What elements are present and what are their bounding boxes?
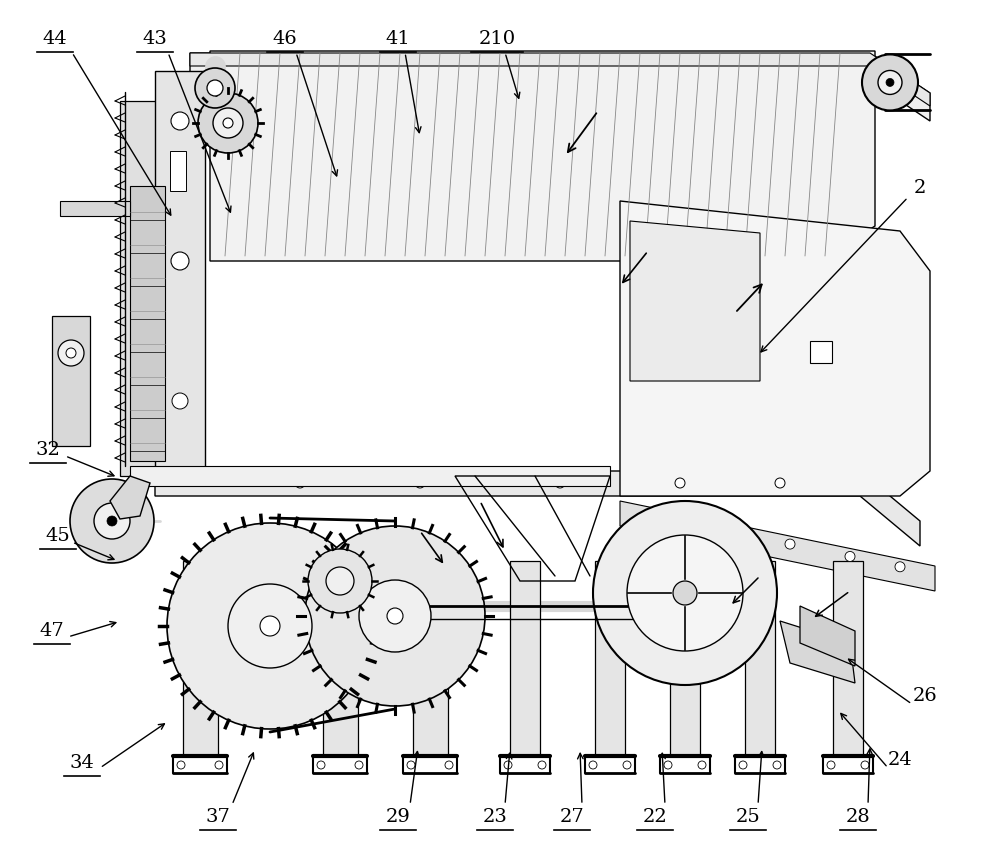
Circle shape bbox=[775, 479, 785, 488]
Text: 46: 46 bbox=[273, 30, 297, 47]
Circle shape bbox=[171, 253, 189, 270]
Circle shape bbox=[308, 549, 372, 613]
Circle shape bbox=[675, 517, 685, 527]
Circle shape bbox=[305, 526, 485, 706]
Bar bbox=[183, 561, 218, 756]
Polygon shape bbox=[120, 102, 158, 476]
Text: 22: 22 bbox=[643, 808, 667, 825]
Circle shape bbox=[326, 567, 354, 595]
Circle shape bbox=[845, 552, 855, 562]
Circle shape bbox=[538, 761, 546, 769]
Circle shape bbox=[555, 479, 565, 488]
Circle shape bbox=[589, 761, 597, 769]
Circle shape bbox=[58, 341, 84, 367]
Circle shape bbox=[623, 761, 631, 769]
Text: 47: 47 bbox=[40, 622, 64, 639]
Text: 2: 2 bbox=[914, 179, 926, 196]
Text: 24: 24 bbox=[888, 751, 912, 768]
Circle shape bbox=[673, 581, 697, 605]
Bar bbox=[595, 561, 625, 756]
Text: 25: 25 bbox=[736, 808, 760, 825]
Bar bbox=[413, 561, 448, 756]
Polygon shape bbox=[60, 201, 130, 217]
Polygon shape bbox=[190, 54, 930, 122]
Circle shape bbox=[785, 540, 795, 549]
Circle shape bbox=[627, 536, 743, 651]
Circle shape bbox=[739, 761, 747, 769]
Circle shape bbox=[387, 608, 403, 624]
Text: 45: 45 bbox=[46, 527, 70, 544]
Circle shape bbox=[725, 527, 735, 537]
Circle shape bbox=[415, 479, 425, 488]
Bar bbox=[323, 561, 358, 756]
Text: 43: 43 bbox=[143, 30, 167, 47]
Circle shape bbox=[66, 349, 76, 358]
Text: 29: 29 bbox=[386, 808, 410, 825]
Polygon shape bbox=[620, 201, 930, 497]
Text: 44: 44 bbox=[43, 30, 67, 47]
Text: 26: 26 bbox=[913, 687, 937, 704]
Circle shape bbox=[207, 81, 223, 97]
Bar bbox=[670, 561, 700, 756]
Circle shape bbox=[407, 761, 415, 769]
Circle shape bbox=[895, 562, 905, 572]
Circle shape bbox=[886, 79, 894, 87]
Circle shape bbox=[70, 480, 154, 563]
Polygon shape bbox=[620, 501, 935, 592]
Circle shape bbox=[94, 504, 130, 539]
Circle shape bbox=[107, 517, 117, 526]
Circle shape bbox=[445, 761, 453, 769]
Circle shape bbox=[295, 479, 305, 488]
Circle shape bbox=[664, 761, 672, 769]
Circle shape bbox=[171, 113, 189, 131]
Text: 34: 34 bbox=[70, 753, 94, 771]
Circle shape bbox=[317, 761, 325, 769]
Bar bbox=[170, 152, 186, 192]
Circle shape bbox=[773, 761, 781, 769]
Text: 41: 41 bbox=[386, 30, 410, 47]
Circle shape bbox=[862, 55, 918, 111]
Text: 210: 210 bbox=[478, 30, 516, 47]
Polygon shape bbox=[52, 317, 90, 447]
Text: 32: 32 bbox=[36, 441, 60, 458]
Circle shape bbox=[167, 523, 373, 729]
Circle shape bbox=[215, 761, 223, 769]
Circle shape bbox=[355, 761, 363, 769]
Polygon shape bbox=[110, 476, 150, 519]
Polygon shape bbox=[130, 467, 610, 486]
Circle shape bbox=[878, 71, 902, 96]
Polygon shape bbox=[800, 606, 855, 666]
Polygon shape bbox=[630, 222, 760, 381]
Polygon shape bbox=[155, 72, 205, 481]
Circle shape bbox=[861, 761, 869, 769]
Text: 37: 37 bbox=[206, 808, 230, 825]
Circle shape bbox=[593, 501, 777, 685]
Circle shape bbox=[698, 761, 706, 769]
Circle shape bbox=[675, 479, 685, 488]
Circle shape bbox=[359, 580, 431, 653]
Text: 23: 23 bbox=[483, 808, 507, 825]
Text: 27: 27 bbox=[560, 808, 584, 825]
Polygon shape bbox=[190, 54, 930, 107]
Circle shape bbox=[260, 616, 280, 636]
Text: 28: 28 bbox=[846, 808, 870, 825]
Polygon shape bbox=[155, 472, 920, 547]
Circle shape bbox=[228, 585, 312, 668]
Polygon shape bbox=[130, 187, 165, 461]
Circle shape bbox=[827, 761, 835, 769]
Bar bbox=[810, 342, 832, 363]
Circle shape bbox=[504, 761, 512, 769]
Circle shape bbox=[177, 761, 185, 769]
Polygon shape bbox=[780, 622, 855, 684]
Bar bbox=[833, 561, 863, 756]
Circle shape bbox=[172, 393, 188, 410]
Circle shape bbox=[223, 119, 233, 129]
Circle shape bbox=[195, 69, 235, 108]
Bar bbox=[745, 561, 775, 756]
Circle shape bbox=[198, 94, 258, 154]
Polygon shape bbox=[210, 52, 875, 262]
Circle shape bbox=[213, 108, 243, 139]
Bar bbox=[510, 561, 540, 756]
